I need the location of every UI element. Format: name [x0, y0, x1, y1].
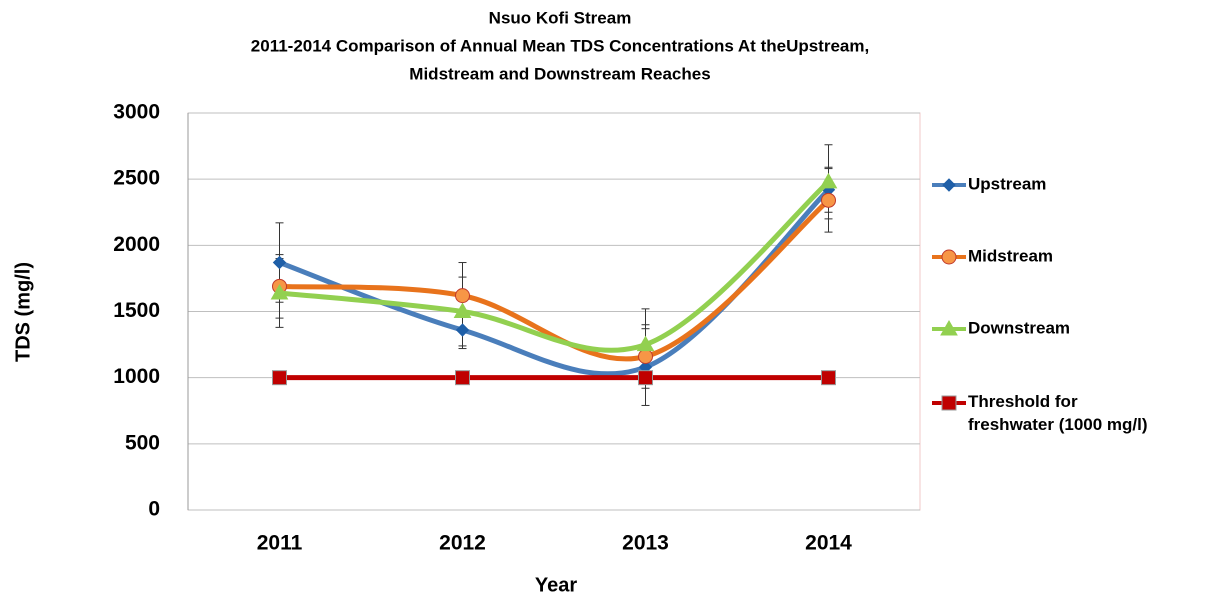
marker [270, 283, 289, 300]
marker [636, 335, 655, 352]
marker [941, 395, 957, 411]
marker [942, 178, 956, 192]
marker [455, 323, 470, 337]
legend-label: Downstream [968, 318, 1070, 337]
y-tick-label: 500 [125, 431, 160, 454]
legend-label-line: Threshold for [968, 392, 1078, 411]
marker [940, 319, 958, 336]
marker [455, 370, 470, 386]
legend-label-line: freshwater (1000 mg/l) [968, 415, 1148, 434]
marker [455, 288, 470, 304]
marker [941, 249, 957, 265]
legend-label: Upstream [968, 174, 1046, 193]
chart-title: 2011-2014 Comparison of Annual Mean TDS … [251, 36, 869, 55]
marker [272, 255, 287, 270]
x-tick-label: 2011 [257, 532, 303, 555]
x-tick-label: 2012 [439, 532, 486, 555]
marker [272, 370, 287, 386]
chart-title: Midstream and Downstream Reaches [409, 64, 710, 83]
marker [821, 370, 836, 386]
x-tick-label: 2014 [805, 532, 852, 555]
marker [638, 348, 653, 364]
chart-title: Nsuo Kofi Stream [489, 8, 632, 27]
y-tick-label: 0 [148, 498, 160, 521]
y-tick-label: 2500 [113, 167, 160, 190]
marker [819, 172, 838, 189]
y-tick-label: 1500 [113, 299, 160, 322]
marker [821, 192, 836, 208]
x-axis-label: Year [535, 574, 577, 596]
series-line [277, 179, 831, 353]
y-axis-label: TDS (mg/l) [12, 262, 34, 362]
marker [453, 302, 472, 318]
legend-label: Threshold for freshwater (1000 mg/l) [968, 392, 1148, 434]
legend-label: Midstream [968, 246, 1053, 265]
y-tick-label: 2000 [113, 233, 160, 256]
x-tick-label: 2013 [622, 532, 669, 555]
marker [638, 370, 653, 386]
y-tick-label: 1000 [113, 365, 160, 388]
y-tick-label: 3000 [113, 101, 160, 124]
